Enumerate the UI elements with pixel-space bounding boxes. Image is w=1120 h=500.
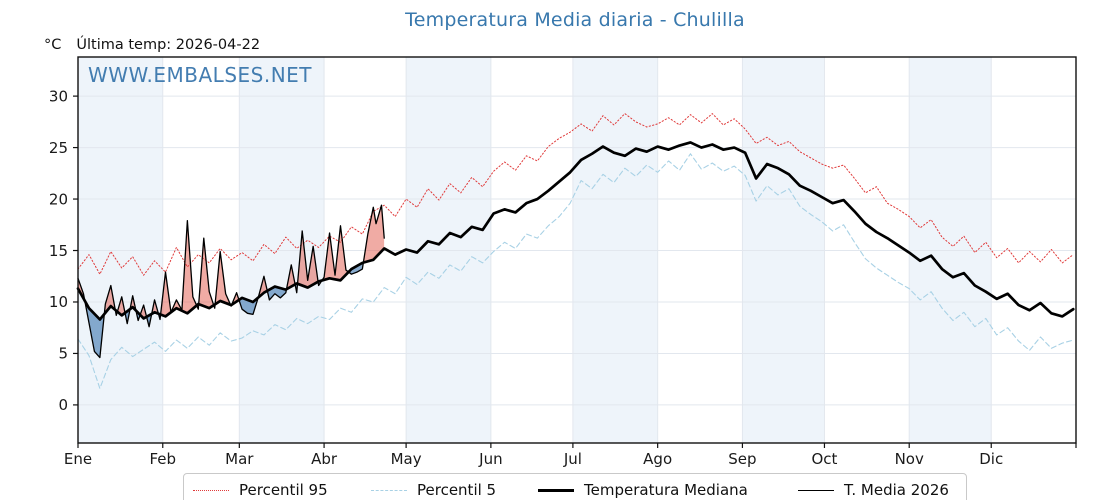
month-band	[824, 57, 910, 443]
last-temp-label: Última temp: 2026-04-22	[76, 37, 261, 53]
month-band	[162, 57, 240, 443]
legend-swatch	[371, 489, 407, 491]
month-band	[909, 57, 992, 443]
month-bands	[78, 57, 1076, 443]
legend-item-temperatura-mediana: Temperatura Mediana	[538, 481, 748, 499]
x-axis-tick-label: Nov	[895, 450, 924, 468]
y-axis-tick-label: 20	[49, 190, 68, 208]
legend-swatch	[193, 489, 229, 491]
legend-item-t-media-2026: T. Media 2026	[798, 481, 949, 499]
y-axis-tick-label: 15	[49, 242, 68, 260]
y-axis-tick-label: 25	[49, 139, 68, 157]
x-axis-tick-label: Oct	[811, 450, 837, 468]
month-band	[742, 57, 825, 443]
month-band	[239, 57, 325, 443]
y-axis-unit-label: °C	[44, 37, 62, 53]
percentil-95-line	[77, 113, 1074, 276]
x-axis-tick-label: Dic	[979, 450, 1003, 468]
watermark-text: WWW.EMBALSES.NET	[88, 63, 313, 87]
legend-item-percentil-95: Percentil 95	[193, 481, 328, 499]
month-band	[78, 57, 163, 443]
x-axis-tick-label: Ago	[643, 450, 672, 468]
legend-label: Percentil 5	[417, 481, 497, 499]
x-axis-tick-label: Abr	[311, 450, 338, 468]
month-band	[490, 57, 573, 443]
month-band	[991, 57, 1076, 443]
x-axis-tick-label: Mar	[225, 450, 254, 468]
y-axis-tick-label: 0	[58, 396, 68, 414]
legend: Percentil 95 Percentil 5 Temperatura Media…	[183, 473, 967, 500]
legend-label: Percentil 95	[239, 481, 328, 499]
legend-item-percentil-5: Percentil 5	[371, 481, 496, 499]
axis-ticks	[73, 95, 1077, 448]
subtitle-row: °C Última temp: 2026-04-22	[44, 37, 260, 53]
month-band	[657, 57, 743, 443]
y-axis-tick-label: 30	[49, 87, 68, 105]
axis-labels: 0 5 10 15 20 25 30 Ene Feb Mar Abr May Jun Jul Ago Sep O…	[49, 87, 1003, 468]
y-axis-tick-label: 10	[49, 293, 68, 311]
legend-label: Temperatura Mediana	[584, 481, 748, 499]
month-band	[572, 57, 658, 443]
t-media-2026-line	[77, 204, 385, 359]
x-axis-tick-label: May	[391, 450, 422, 468]
chart-title: Temperatura Media diaria - Chulilla	[405, 9, 745, 31]
legend-label: T. Media 2026	[844, 481, 949, 499]
y-axis-tick-label: 5	[58, 345, 68, 363]
legend-swatch	[798, 489, 834, 491]
legend-swatch	[538, 488, 574, 492]
gridlines	[78, 57, 1076, 443]
x-axis-tick-label: Sep	[728, 450, 756, 468]
temperatura-mediana-line	[76, 141, 1075, 321]
x-axis-tick-label: Ene	[64, 450, 92, 468]
x-axis-tick-label: Jul	[563, 450, 582, 468]
percentil-5-line	[77, 153, 1074, 389]
x-axis-tick-label: Jun	[478, 450, 502, 468]
x-axis-tick-label: Feb	[149, 450, 176, 468]
